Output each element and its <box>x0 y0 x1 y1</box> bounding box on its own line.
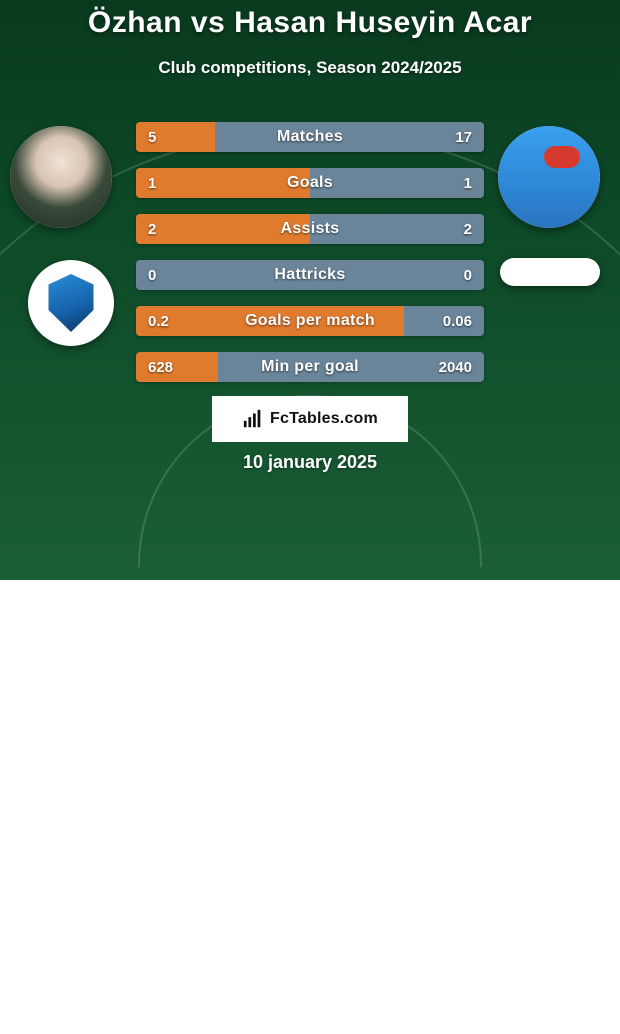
stat-row: Goals per match0.2 0.06 <box>136 306 484 336</box>
player-left-avatar-img <box>10 126 112 228</box>
stat-label: Assists <box>136 220 484 238</box>
stat-value-right: 2040 <box>439 359 472 376</box>
player-right-avatar-img <box>498 126 600 228</box>
stat-row: Matches5 17 <box>136 122 484 152</box>
stat-value-right: 17 <box>455 129 472 146</box>
date-label: 10 january 2025 <box>0 452 620 473</box>
stat-value-right: 0 <box>464 267 472 284</box>
stat-bars: Matches5 17 Goals1 1 Assists2 2 Hattricks0 0 Goa… <box>136 122 484 398</box>
stat-value-left: 5 <box>148 129 156 146</box>
infographic: Özhan vs Hasan Huseyin Acar Club competi… <box>0 0 620 580</box>
stat-label: Matches <box>136 128 484 146</box>
chart-icon <box>242 408 264 430</box>
stat-value-left: 0 <box>148 267 156 284</box>
stat-label: Min per goal <box>136 358 484 376</box>
club-right-badge <box>500 258 600 286</box>
stat-row: Hattricks0 0 <box>136 260 484 290</box>
player-left-avatar <box>10 126 112 228</box>
stat-label: Goals per match <box>136 312 484 330</box>
stat-value-left: 1 <box>148 175 156 192</box>
stat-value-right: 1 <box>464 175 472 192</box>
watermark-text: FcTables.com <box>270 410 378 428</box>
subtitle: Club competitions, Season 2024/2025 <box>0 58 620 78</box>
stat-label: Goals <box>136 174 484 192</box>
stat-row: Min per goal628 2040 <box>136 352 484 382</box>
stat-value-left: 628 <box>148 359 173 376</box>
stat-value-left: 0.2 <box>148 313 169 330</box>
watermark: FcTables.com <box>212 396 408 442</box>
page-title: Özhan vs Hasan Huseyin Acar <box>0 6 620 40</box>
stat-value-right: 0.06 <box>443 313 472 330</box>
stat-label: Hattricks <box>136 266 484 284</box>
stat-value-left: 2 <box>148 221 156 238</box>
player-right-avatar <box>498 126 600 228</box>
club-left-badge <box>28 260 114 346</box>
stat-row: Assists2 2 <box>136 214 484 244</box>
stat-row: Goals1 1 <box>136 168 484 198</box>
stat-value-right: 2 <box>464 221 472 238</box>
